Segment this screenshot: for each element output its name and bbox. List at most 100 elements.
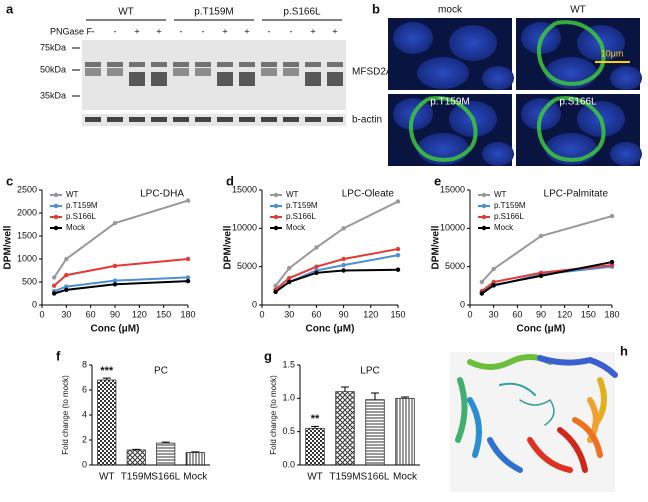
x-tick-label: T159M: [329, 472, 360, 483]
legend-marker: [481, 192, 487, 198]
x-tick-label: 90: [339, 309, 349, 319]
band-label: MFSD2A: [352, 67, 393, 78]
y-axis-label: DPM/well: [431, 225, 442, 269]
data-point: [538, 233, 544, 239]
group-label: p.T159M: [194, 7, 233, 18]
mw-label: 50kDa: [40, 64, 66, 74]
chart-title: LPC-DHA: [140, 189, 184, 200]
bar: [335, 391, 355, 466]
data-point: [479, 291, 485, 296]
series-line: [53, 276, 189, 293]
legend-label: p.T159M: [66, 201, 98, 210]
y-axis-label: Fold change (to mock): [61, 375, 70, 455]
x-tick-label: S166L: [151, 472, 180, 483]
band: [327, 117, 343, 122]
lane-sign: -: [202, 26, 205, 36]
data-point: [64, 284, 69, 289]
nucleus: [482, 142, 514, 166]
series-line: [53, 199, 189, 278]
error-bar: [102, 377, 111, 380]
y-tick-label: 0.5: [282, 426, 295, 436]
x-tick-label: 120: [557, 309, 572, 319]
nucleus: [610, 142, 642, 166]
legend-marker: [53, 203, 59, 209]
x-tick-label: WT: [99, 472, 115, 483]
image-label: WT: [570, 5, 586, 16]
significance: ***: [100, 365, 114, 377]
data-point: [395, 246, 401, 252]
x-tick-label: 30: [489, 309, 499, 319]
band: [195, 68, 211, 76]
lane-sign: -: [114, 26, 117, 36]
x-tick-label: 0: [467, 309, 472, 319]
data-point: [609, 213, 615, 219]
legend-marker: [481, 214, 487, 220]
y-tick-label: 10000: [440, 223, 465, 233]
lane-sign: +: [332, 26, 337, 36]
y-tick-label: 6: [82, 384, 87, 394]
data-point: [314, 264, 319, 269]
legend-marker: [481, 203, 487, 209]
data-point: [112, 282, 118, 287]
error-bar: [191, 451, 200, 453]
panel-label: d: [226, 173, 234, 188]
band: [239, 62, 255, 67]
band: [305, 117, 321, 122]
y-tick-label: 0.0: [282, 459, 295, 469]
error-bar: [132, 448, 141, 450]
chart-title: LPC-Palmitate: [544, 189, 609, 200]
bar: [185, 452, 205, 466]
x-tick-label: 150: [390, 309, 405, 319]
data-point: [609, 259, 615, 265]
band: [195, 117, 211, 122]
blot: [82, 40, 346, 110]
legend-label: Mock: [286, 223, 306, 232]
significance: **: [311, 413, 320, 425]
band: [107, 62, 123, 67]
y-tick-label: 2500: [17, 184, 37, 194]
x-tick-label: 180: [180, 309, 195, 319]
micrograph: [388, 18, 514, 90]
scale-label: 10μm: [601, 48, 624, 58]
group-label: WT: [118, 7, 134, 18]
band: [151, 117, 167, 122]
y-tick-label: 500: [22, 276, 37, 286]
error-bar: [161, 441, 170, 444]
x-tick-label: 60: [512, 309, 522, 319]
x-tick-label: Mock: [183, 472, 208, 483]
legend-label: WT: [286, 190, 299, 199]
data-point: [287, 279, 292, 285]
y-tick-label: 15000: [232, 184, 257, 194]
y-tick-label: 4: [82, 409, 87, 419]
data-point: [491, 279, 496, 285]
legend-label: p.S166L: [494, 212, 524, 221]
band: [85, 68, 101, 76]
group-label: p.S166L: [283, 7, 321, 18]
data-point: [51, 283, 57, 288]
lane-sign: +: [310, 26, 315, 36]
y-tick-label: 0: [82, 459, 87, 469]
legend-marker: [273, 203, 279, 209]
data-point: [51, 275, 57, 280]
legend-label: WT: [494, 190, 507, 199]
panel-label: b: [372, 1, 380, 16]
data-point: [64, 287, 69, 293]
y-tick-label: 1.5: [282, 359, 295, 369]
band-label: b-actin: [352, 115, 382, 126]
band: [107, 117, 123, 122]
data-point: [51, 291, 57, 296]
micrograph: [516, 94, 642, 166]
bar: [395, 397, 415, 466]
bar: [97, 379, 117, 466]
bar: [365, 399, 385, 466]
data-point: [287, 275, 292, 281]
bar: [305, 427, 325, 466]
treatment-label: PNGase F: [50, 26, 93, 36]
error-bar: [341, 386, 349, 392]
x-tick-label: T159M: [121, 472, 152, 483]
data-point: [609, 262, 615, 268]
data-point: [314, 270, 319, 275]
data-point: [64, 272, 69, 278]
data-point: [185, 275, 191, 280]
band: [151, 72, 167, 86]
